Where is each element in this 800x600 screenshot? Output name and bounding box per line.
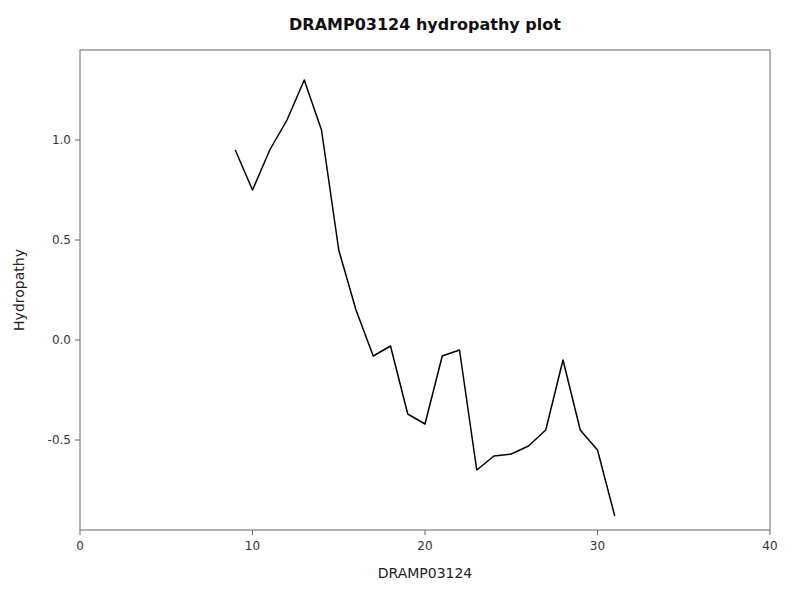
x-axis: 0 10 20 30 40 [76, 530, 777, 553]
tick-mark [75, 140, 80, 141]
tick-label: -0.5 [48, 433, 71, 447]
tick-mark [597, 530, 598, 535]
chart-title: DRAMP03124 hydropathy plot [289, 15, 561, 34]
series-group [235, 80, 615, 516]
tick-label: 0.0 [52, 333, 71, 347]
tick-label: 1.0 [52, 133, 71, 147]
tick-mark [252, 530, 253, 535]
y-axis-title: Hydropathy [11, 249, 27, 331]
chart-svg: 0 10 20 30 40 -0.5 0.0 0.5 1.0 DRAMP03124 hydropa… [0, 0, 800, 600]
tick-mark [75, 440, 80, 441]
data-line [235, 80, 615, 516]
tick-label: 10 [245, 539, 260, 553]
tick-label: 30 [590, 539, 605, 553]
tick-label: 20 [417, 539, 432, 553]
tick-mark [770, 530, 771, 535]
tick-mark [80, 530, 81, 535]
tick-label: 0 [76, 539, 84, 553]
tick-mark [75, 240, 80, 241]
tick-mark [75, 340, 80, 341]
plot-frame [80, 50, 770, 530]
x-axis-title: DRAMP03124 [378, 565, 473, 581]
plot-area [80, 50, 770, 530]
tick-label: 40 [762, 539, 777, 553]
chart-container: 0 10 20 30 40 -0.5 0.0 0.5 1.0 DRAMP03124 hydropa… [0, 0, 800, 600]
tick-mark [425, 530, 426, 535]
tick-label: 0.5 [52, 233, 71, 247]
y-axis: -0.5 0.0 0.5 1.0 [48, 133, 80, 447]
